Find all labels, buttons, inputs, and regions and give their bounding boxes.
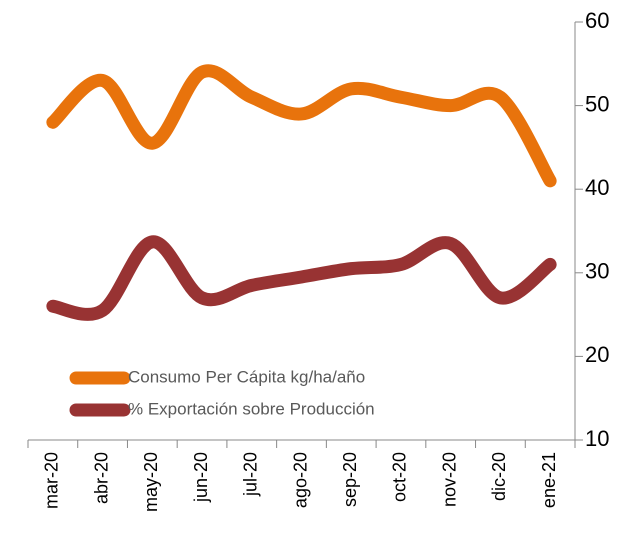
x-tick-label: nov-20: [439, 452, 459, 507]
x-tick-label: abr-20: [91, 452, 111, 504]
y-tick-label: 30: [585, 259, 609, 284]
x-tick-label: dic-20: [489, 452, 509, 501]
x-tick-label: ago-20: [290, 452, 310, 508]
y-tick-label: 60: [585, 8, 609, 33]
x-tick-label: mar-20: [42, 452, 62, 509]
x-tick-label: ene-21: [539, 452, 559, 508]
x-tick-label: sep-20: [340, 452, 360, 507]
y-tick-label: 40: [585, 175, 609, 200]
y-tick-label: 10: [585, 426, 609, 451]
legend-label: % Exportación sobre Producción: [128, 399, 375, 418]
x-tick-label: jun-20: [191, 452, 211, 503]
series-line: [46, 64, 557, 188]
series-line: [46, 235, 557, 321]
y-tick-label: 50: [585, 91, 609, 116]
legend-label: Consumo Per Cápita kg/ha/año: [128, 367, 365, 386]
x-tick-label: oct-20: [390, 452, 410, 502]
x-tick-label: may-20: [141, 452, 161, 512]
x-tick-label: jul-20: [241, 452, 261, 497]
y-tick-label: 20: [585, 342, 609, 367]
